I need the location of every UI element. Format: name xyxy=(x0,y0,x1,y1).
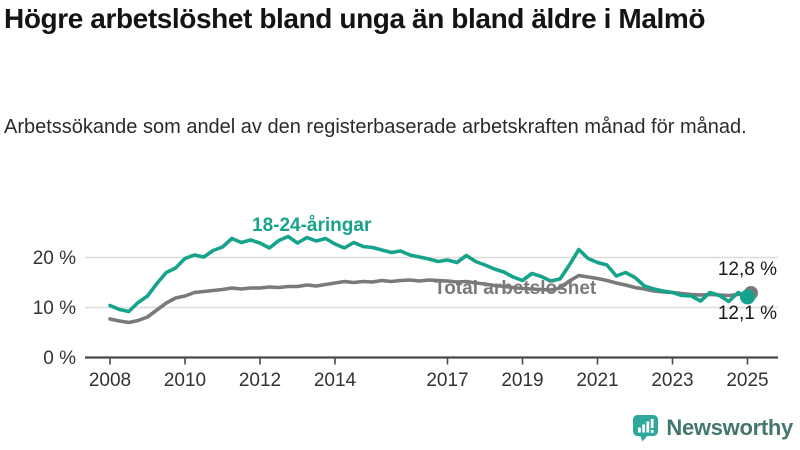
newsworthy-logo[interactable]: Newsworthy xyxy=(632,414,793,442)
x-tick-label-2014: 2014 xyxy=(314,370,357,391)
x-tick-label-2008: 2008 xyxy=(89,370,131,391)
page-subtitle: Arbetssökande som andel av den registerb… xyxy=(4,116,747,138)
x-tick-label-2012: 2012 xyxy=(239,370,281,391)
newsworthy-logo-icon xyxy=(633,415,659,442)
series-line-young xyxy=(108,234,750,314)
x-tick-label-2025: 2025 xyxy=(726,370,768,391)
x-tick-label-2023: 2023 xyxy=(651,370,693,391)
x-tick-label-2019: 2019 xyxy=(501,370,543,391)
end-value-label-young: 12,1 % xyxy=(717,303,777,324)
newsworthy-logo-text: Newsworthy xyxy=(666,415,793,440)
y-tick-label-10: 10 % xyxy=(33,298,76,319)
page-title: Högre arbetslöshet bland unga än bland ä… xyxy=(4,3,706,34)
series-label-total: Total arbetslöshet xyxy=(434,278,597,299)
x-tick-label-2010: 2010 xyxy=(164,370,206,391)
series-line-total xyxy=(108,273,750,325)
x-tick-label-2021: 2021 xyxy=(576,370,618,391)
series-endpoint-young xyxy=(740,289,755,305)
y-tick-label-0: 0 % xyxy=(43,348,76,369)
x-tick-label-2017: 2017 xyxy=(426,370,468,391)
y-tick-label-20: 20 % xyxy=(33,248,76,269)
series-label-young: 18-24-åringar xyxy=(252,215,372,236)
end-value-label-total: 12,8 % xyxy=(717,259,777,280)
